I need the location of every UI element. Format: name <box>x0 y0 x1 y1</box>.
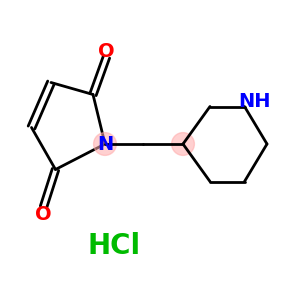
Circle shape <box>172 133 194 155</box>
Text: O: O <box>98 41 115 61</box>
Text: HCl: HCl <box>87 232 141 260</box>
Text: O: O <box>35 205 52 224</box>
Text: NH: NH <box>239 92 271 112</box>
Text: N: N <box>97 134 113 154</box>
Circle shape <box>94 133 116 155</box>
